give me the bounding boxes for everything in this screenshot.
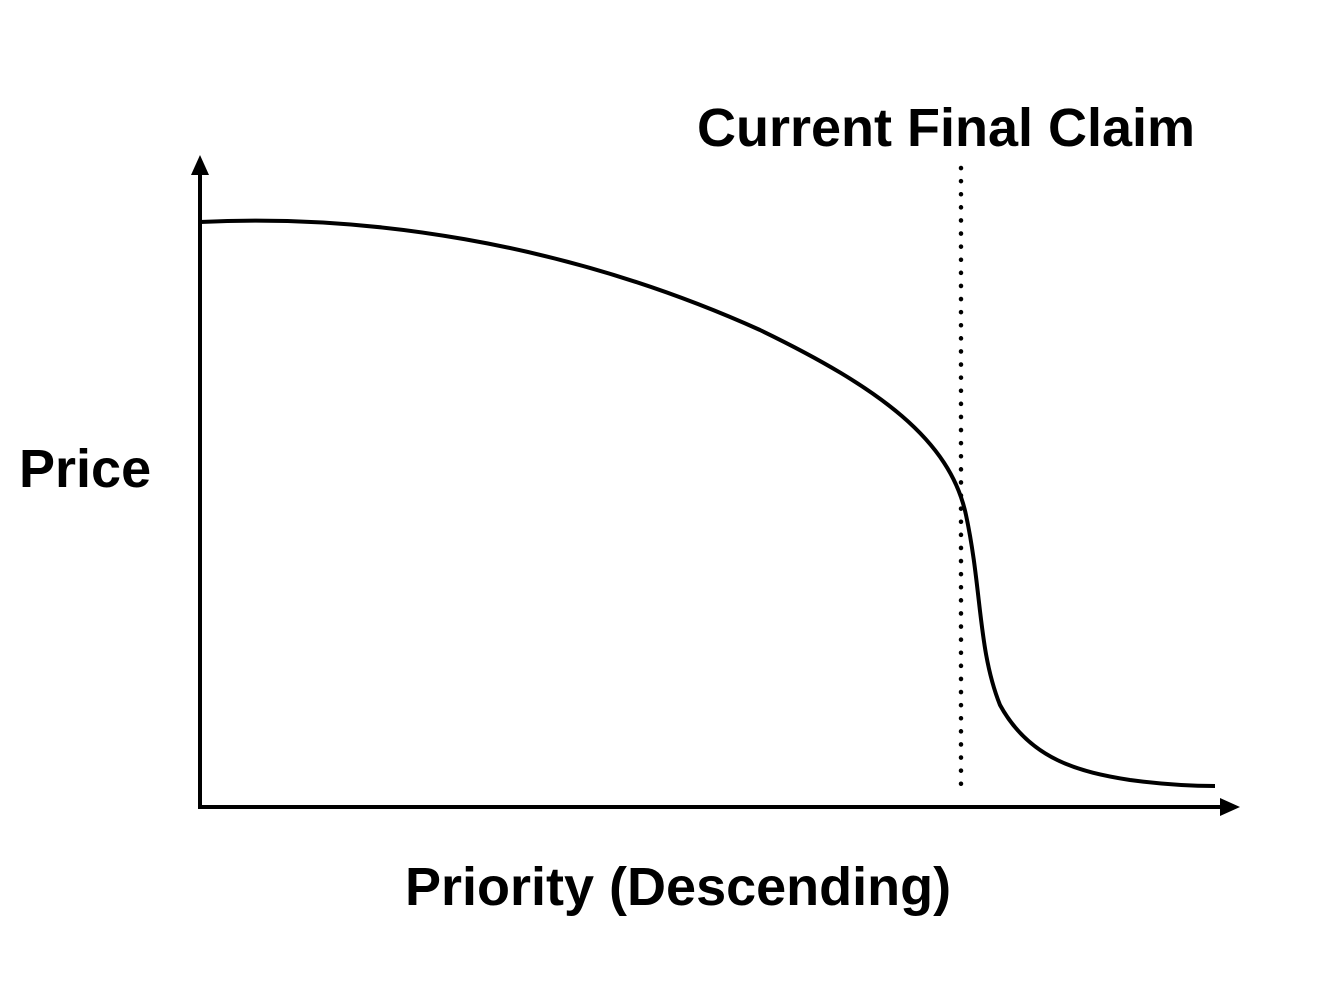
price-curve (199, 218, 1216, 788)
current-final-claim-label: Current Final Claim (697, 98, 1196, 158)
y-axis-label: Price (19, 439, 152, 499)
y-axis-arrowhead (191, 155, 209, 175)
x-axis-label: Priority (Descending) (405, 857, 952, 917)
x-axis-arrowhead (1220, 798, 1240, 816)
